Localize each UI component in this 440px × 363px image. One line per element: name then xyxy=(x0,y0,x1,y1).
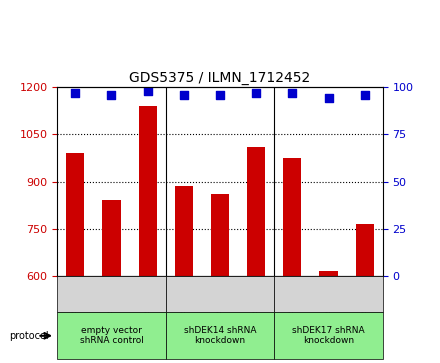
Text: shDEK17 shRNA
knockdown: shDEK17 shRNA knockdown xyxy=(292,326,365,346)
Text: protocol: protocol xyxy=(9,331,48,341)
Text: ■: ■ xyxy=(62,344,73,357)
Bar xyxy=(211,194,229,276)
Bar xyxy=(319,271,337,276)
Bar xyxy=(103,200,121,276)
Text: ■: ■ xyxy=(62,333,73,346)
Text: empty vector
shRNA control: empty vector shRNA control xyxy=(80,326,143,346)
Point xyxy=(180,92,187,98)
Bar xyxy=(66,153,84,276)
Bar xyxy=(139,106,157,276)
Point xyxy=(361,92,368,98)
Point xyxy=(216,92,224,98)
Point xyxy=(289,90,296,96)
Bar xyxy=(356,224,374,276)
Point xyxy=(325,95,332,101)
Title: GDS5375 / ILMN_1712452: GDS5375 / ILMN_1712452 xyxy=(129,71,311,85)
Point xyxy=(108,92,115,98)
Bar xyxy=(175,186,193,276)
Text: count: count xyxy=(81,334,109,344)
Point xyxy=(253,90,260,96)
Bar xyxy=(247,147,265,276)
Point xyxy=(72,90,79,96)
Text: shDEK14 shRNA
knockdown: shDEK14 shRNA knockdown xyxy=(184,326,256,346)
Bar xyxy=(283,158,301,276)
Point xyxy=(144,88,151,94)
Text: percentile rank within the sample: percentile rank within the sample xyxy=(81,345,246,355)
